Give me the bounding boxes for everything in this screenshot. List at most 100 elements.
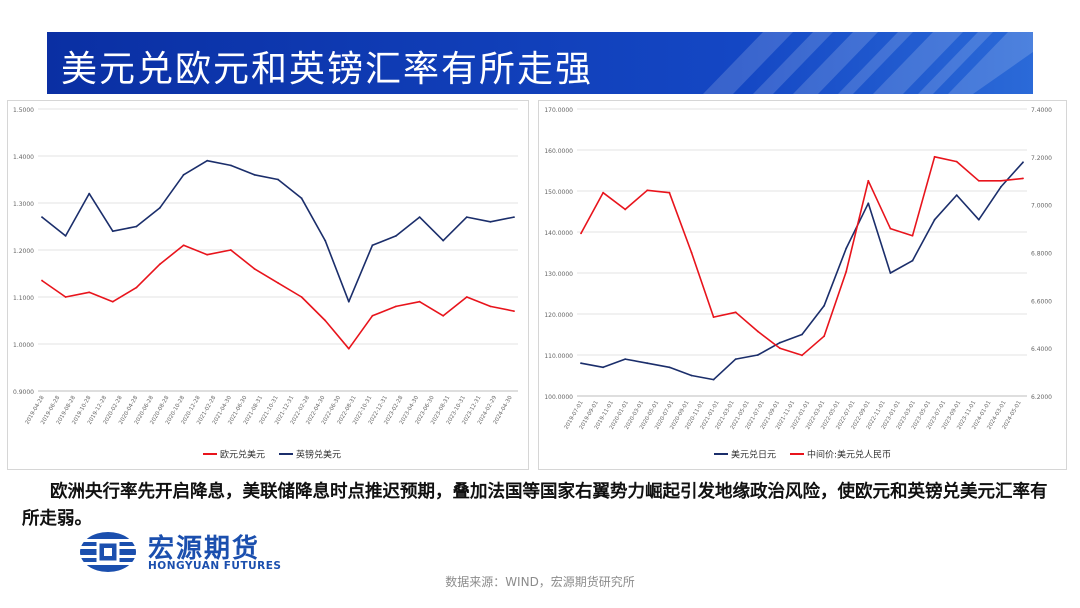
fx-series-1-point (277, 282, 279, 284)
y-tick-label: 0.9000 (13, 389, 34, 396)
legend-label-2: 中间价:美元兑人民币 (807, 449, 891, 461)
jpycny-series-2-point (690, 251, 693, 254)
y-tick-label: 160.0000 (544, 148, 573, 155)
fx-series-2-point (135, 225, 138, 228)
legend-label-1: 欧元兑美元 (220, 449, 265, 461)
jpycny-series-1-point (624, 358, 627, 360)
fx-series-2-point (64, 235, 67, 237)
fx-series-2-point (88, 192, 91, 195)
fx-series-2-point (418, 216, 421, 218)
usdjpy-usdcny-chart: 100.0000 110.0000 120.0000 130.0000 140.0000… (538, 100, 1067, 470)
jpycny-series-2-point (712, 316, 715, 318)
jpycny-series-2-point (646, 189, 649, 192)
fx-series-1-point (489, 305, 492, 308)
jpycny-series-2-point (756, 330, 759, 333)
y-tick-label: 1.1000 (13, 295, 34, 302)
jpycny-series-1-point (756, 354, 759, 356)
y-tick-label: 110.0000 (544, 353, 573, 360)
fx-series-1-point (300, 296, 303, 298)
jpycny-series-2-point (977, 179, 980, 182)
fx-series-2-point (347, 300, 350, 303)
legend-label-2: 英镑兑美元 (296, 449, 341, 461)
y-right-tick-label: 6.8000 (1031, 251, 1052, 258)
fx-series-1-point (206, 253, 209, 256)
y-tick-label: 1.3000 (13, 201, 34, 208)
fx-series-1-point (395, 305, 397, 308)
jpycny-series-2-point (845, 270, 848, 273)
y-right-tick-label: 7.0000 (1031, 203, 1052, 210)
jpycny-series-1-point (801, 333, 803, 336)
fx-series-2-point (253, 173, 256, 176)
fx-series-2-point (489, 220, 492, 223)
jpycny-series-1-point (823, 304, 825, 307)
fx-series-1-point (182, 244, 185, 247)
jpycny-series-1-point (1022, 161, 1024, 164)
jpycny-series-2-point (933, 155, 936, 158)
fx-series-1-point (111, 300, 114, 303)
jpycny-series-2-point (668, 191, 671, 194)
eurusd-gbpusd-chart: 0.9000 1.0000 1.1000 1.2000 1.3000 1.4000 1.50… (7, 100, 529, 470)
fx-series-2-point (300, 197, 303, 200)
fx-series-2-point (182, 173, 185, 176)
jpycny-series-2-point (734, 311, 737, 314)
banner-stripes-decoration (703, 32, 1033, 94)
jpycny-series-1-point (1000, 186, 1002, 188)
fx-series-1-point (41, 279, 43, 282)
logo-english-name: HONGYUAN FUTURES (148, 560, 282, 572)
company-logo: 宏源期货 HONGYUAN FUTURES (78, 530, 318, 574)
y-tick-label: 1.2000 (13, 248, 34, 255)
y-right-tick-label: 7.2000 (1031, 155, 1052, 162)
y-tick-label: 1.5000 (13, 107, 34, 114)
fx-series-2-point (513, 216, 515, 218)
usdjpy-usdcny-plot: 100.0000 110.0000 120.0000 130.0000 140.0000… (544, 107, 1052, 461)
fx-series-2-point (41, 216, 43, 218)
jpycny-series-2-point (889, 227, 892, 230)
fx-series-2-point (465, 216, 468, 218)
legend-label-1: 美元兑日元 (731, 449, 776, 461)
y-tick-label: 1.4000 (13, 154, 34, 161)
jpycny-series-1-point (668, 366, 671, 369)
jpycny-series-2-point (1022, 177, 1024, 180)
data-source-note: 数据来源：WIND，宏源期货研究所 (445, 575, 635, 589)
fx-series-1-point (347, 347, 350, 350)
fx-series-1-point (88, 291, 91, 294)
jpycny-series-1-point (867, 202, 870, 205)
jpycny-series-2-point (955, 160, 958, 163)
jpycny-series-2-point (779, 347, 781, 350)
jpycny-series-2-point (823, 335, 825, 338)
y-tick-label: 1.0000 (13, 342, 34, 349)
y-tick-label: 100.0000 (544, 394, 573, 401)
slide-title: 美元兑欧元和英镑汇率有所走强 (61, 49, 594, 90)
jpycny-series-1-point (845, 247, 848, 250)
jpycny-series-1-point (734, 358, 737, 360)
fx-series-2-point (277, 178, 279, 181)
logo-chinese-name: 宏源期货 (148, 534, 261, 564)
y-right-tick-label: 6.6000 (1031, 298, 1052, 305)
jpycny-series-2-point (580, 232, 582, 235)
fx-series-1-point (418, 300, 421, 303)
y-tick-label: 130.0000 (544, 271, 573, 278)
jpycny-series-2-point (801, 354, 803, 357)
fx-series-2-point (206, 159, 209, 162)
jpycny-series-2-point (1000, 179, 1002, 182)
jpycny-series-1-point (690, 374, 693, 377)
y-tick-label: 150.0000 (544, 189, 573, 196)
fx-series-1-point (513, 310, 515, 312)
y-tick-label: 170.0000 (544, 107, 573, 114)
y-tick-label: 140.0000 (544, 230, 573, 237)
jpycny-series-1-point (602, 366, 604, 369)
jpycny-series-2-point (911, 234, 914, 237)
jpycny-series-line-2 (580, 155, 1024, 357)
fx-series-1-point (229, 249, 232, 251)
fx-series-1-point (324, 319, 327, 322)
y-tick-label: 120.0000 (544, 312, 573, 319)
fx-series-2-point (111, 230, 114, 233)
jpycny-series-1-point (646, 362, 649, 365)
fx-series-1-point (371, 314, 374, 317)
fx-series-1-point (159, 263, 161, 265)
fx-series-1-point (465, 296, 468, 298)
fx-series-2-point (395, 235, 397, 237)
jpycny-series-2-point (602, 191, 604, 194)
fx-series-2-point (371, 244, 374, 247)
fx-series-1-point (135, 286, 138, 289)
